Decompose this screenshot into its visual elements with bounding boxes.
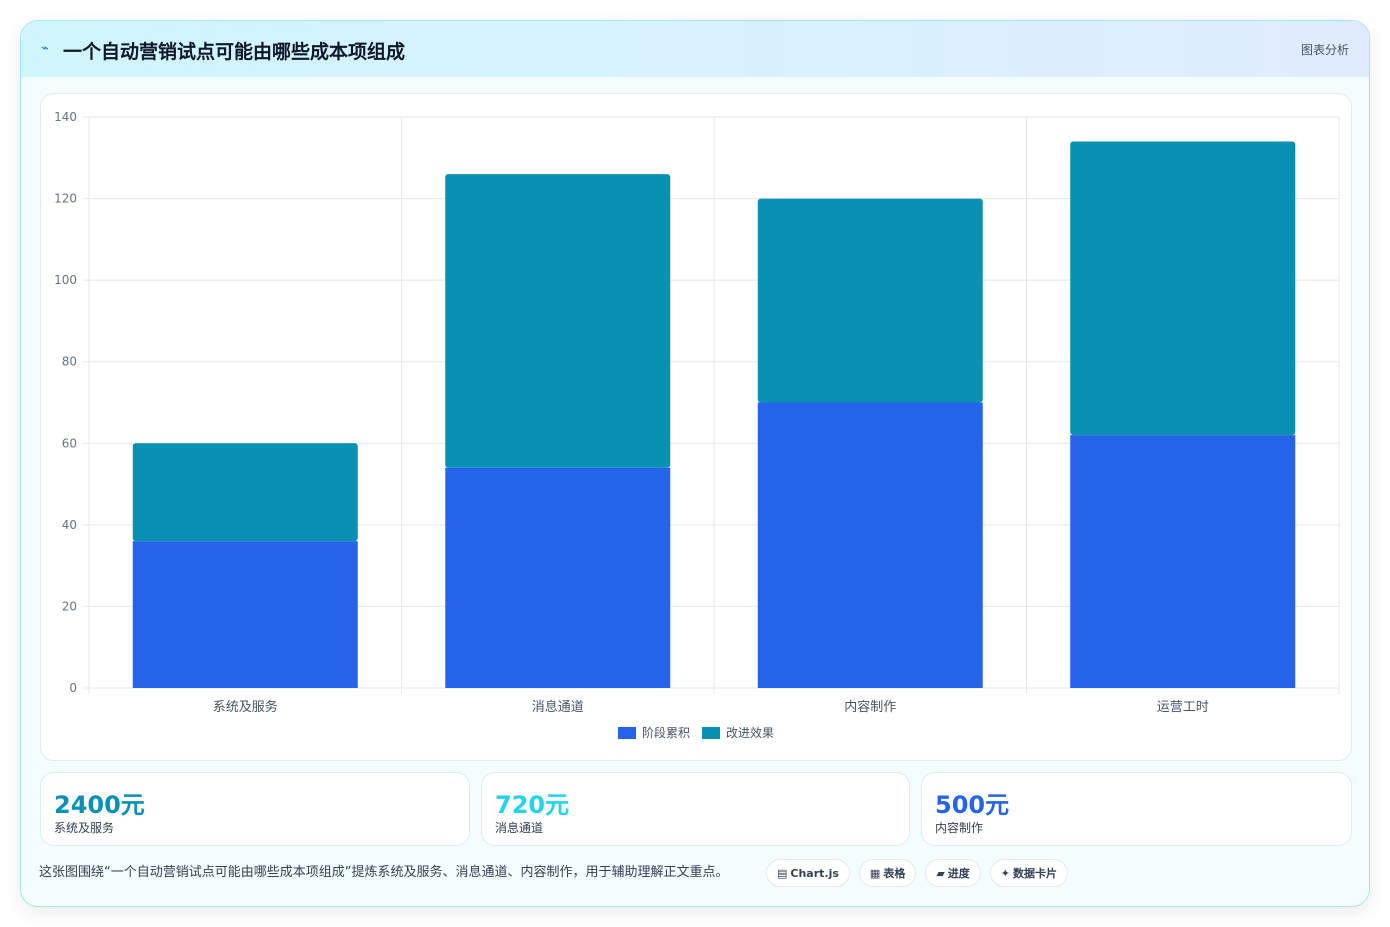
bar-segment (445, 174, 671, 468)
tag-chartjs[interactable]: ▤ Chart.js (766, 859, 850, 887)
legend-swatch (617, 726, 636, 739)
card-title: 一个自动营销试点可能由哪些成本项组成 (63, 41, 406, 63)
x-tick-label: 消息通道 (532, 699, 584, 715)
legend-label: 改进效果 (726, 726, 775, 740)
summary-text: 这张图围绕“一个自动营销试点可能由哪些成本项组成”提炼系统及服务、消息通道、内容… (39, 865, 729, 880)
bar-segment (1070, 435, 1296, 688)
y-tick-label: 40 (62, 518, 77, 532)
sparkle-icon: ✦ (1000, 866, 1011, 880)
card-header: ⌁ 一个自动营销试点可能由哪些成本项组成 图表分析 (21, 21, 1369, 77)
legend-label: 阶段累积 (641, 726, 690, 740)
pulse-icon: ⌁ (41, 41, 49, 56)
stat-value: 720元 (495, 791, 570, 819)
y-tick-label: 120 (54, 192, 77, 206)
bar-segment (757, 198, 983, 403)
stat-label: 内容制作 (935, 821, 984, 835)
x-tick-label: 系统及服务 (213, 699, 278, 715)
x-tick-label: 内容制作 (844, 699, 896, 715)
tag-data-card[interactable]: ✦ 数据卡片 (989, 859, 1069, 887)
tag-list: ▤ Chart.js ▦ 表格 ▰ 进度 ✦ 数据卡片 (766, 859, 1069, 887)
y-tick-label: 140 (54, 110, 77, 124)
stat-card-2: 720元 消息通道 (481, 772, 910, 846)
bar-segment (132, 541, 358, 688)
tag-label: Chart.js (790, 866, 839, 880)
chart-panel: 0 20 40 60 80 100 120 140 系统及服务 消息通道 内容制作 运营工时 阶段累积… (40, 93, 1352, 761)
stat-value: 2400元 (54, 791, 145, 819)
header-badge: 图表分析 (1300, 43, 1349, 57)
table-icon: ▦ (869, 866, 881, 880)
y-tick-label: 60 (62, 436, 77, 450)
y-tick-label: 80 (62, 355, 77, 369)
stat-label: 系统及服务 (54, 821, 115, 835)
stat-value: 500元 (935, 791, 1010, 819)
tag-label: 数据卡片 (1013, 867, 1058, 880)
bar-segment (132, 443, 358, 542)
legend-item[interactable]: 改进效果 (702, 724, 774, 741)
y-tick-label: 0 (69, 681, 77, 695)
y-tick-label: 100 (54, 273, 77, 287)
tag-table[interactable]: ▦ 表格 (858, 859, 917, 887)
stat-card-1: 2400元 系统及服务 (40, 772, 470, 846)
chart-icon: ▤ (777, 866, 788, 880)
y-tick-label: 20 (62, 599, 77, 613)
x-tick-label: 运营工时 (1157, 700, 1209, 715)
chart-card: ⌁ 一个自动营销试点可能由哪些成本项组成 图表分析 0 20 40 60 80 100 12… (20, 20, 1370, 907)
legend-swatch (702, 726, 720, 739)
tag-progress[interactable]: ▰ 进度 (925, 859, 981, 887)
chart-legend: 阶段累积 改进效果 (41, 724, 1351, 741)
tag-label: 进度 (947, 867, 970, 880)
bar-segment (445, 467, 671, 688)
stat-card-3: 500元 内容制作 (921, 772, 1352, 846)
bar-segment (757, 402, 983, 688)
stat-label: 消息通道 (495, 821, 544, 835)
legend-item[interactable]: 阶段累积 (617, 724, 690, 741)
progress-icon: ▰ (936, 866, 945, 880)
bar-segment (1070, 141, 1296, 436)
stacked-bar-chart: 0 20 40 60 80 100 120 140 系统及服务 消息通道 内容制作 运营工时 (54, 110, 1340, 715)
tag-label: 表格 (883, 867, 906, 880)
